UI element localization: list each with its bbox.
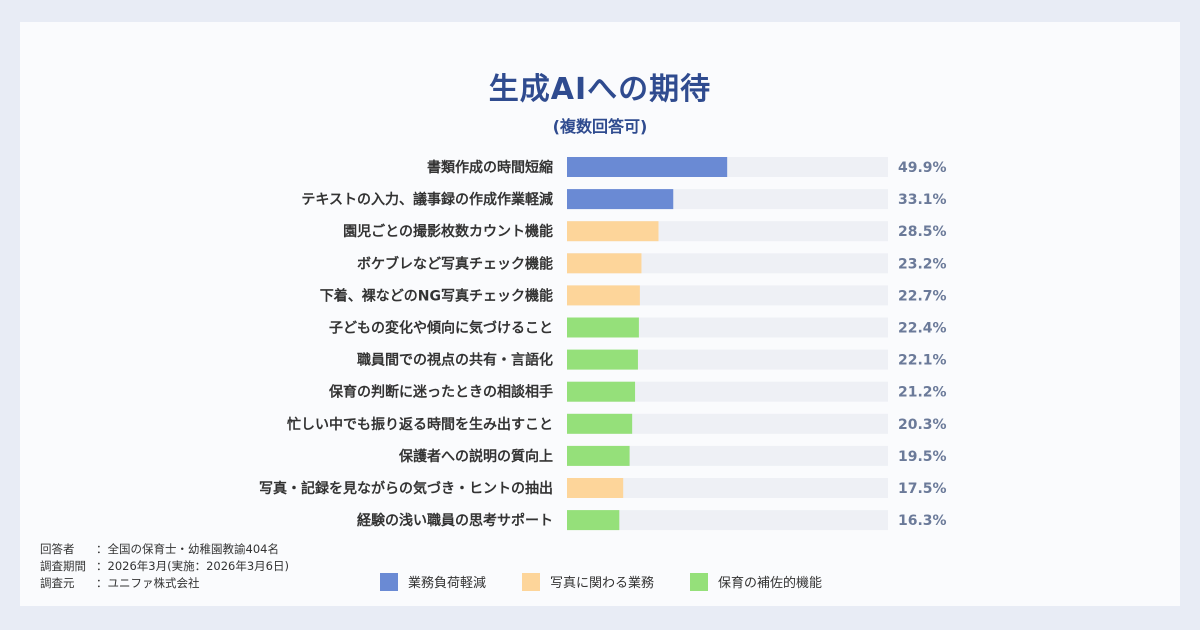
category-label: 保護者への説明の質向上 — [398, 448, 553, 465]
bar — [567, 349, 638, 370]
category-label: 忙しい中でも振り返る時間を生み出すこと — [287, 416, 553, 433]
bar-track — [567, 317, 888, 338]
bar-track — [567, 349, 888, 370]
chart-subtitle: (複数回答可) — [552, 117, 648, 136]
value-label: 19.5% — [898, 449, 947, 465]
chart-legend: 業務負荷軽減 写真に関わる業務 保育の補佐的機能 — [380, 572, 858, 591]
legend-swatch-workload — [380, 572, 398, 591]
footnote-period: 調査期間 ：2026年3月(実施：2026年3月6日) — [40, 559, 289, 573]
legend-item-photo: 写真に関わる業務 — [522, 572, 654, 591]
category-label: 子どもの変化や傾向に気づけること — [329, 320, 553, 337]
bar — [567, 317, 639, 338]
bar-track — [567, 510, 888, 531]
value-label: 49.9% — [898, 160, 947, 176]
bar — [567, 478, 624, 498]
legend-swatch-photo — [522, 572, 541, 591]
value-label: 22.7% — [898, 288, 947, 304]
bar — [567, 253, 642, 274]
bar — [567, 285, 640, 306]
footnote-respondents: 回答者 ：全国の保育士・幼稚園教諭404名 — [40, 542, 279, 556]
legend-item-assist: 保育の補佐的機能 — [690, 572, 822, 591]
category-label: 職員間での視点の共有・言語化 — [357, 352, 553, 369]
value-label: 22.1% — [898, 353, 947, 369]
value-label: 17.5% — [898, 481, 947, 497]
bar — [567, 189, 674, 210]
bar — [567, 381, 636, 402]
bar — [567, 413, 633, 434]
bar — [567, 445, 630, 466]
category-label: 経験の浅い職員の思考サポート — [357, 512, 553, 529]
value-label: 28.5% — [898, 224, 947, 240]
category-label: 園児ごとの撮影枚数カウント機能 — [343, 223, 553, 240]
category-label: 写真・記録を見ながらの気づき・ヒントの抽出 — [259, 480, 553, 497]
category-label: 書類作成の時間短縮 — [427, 159, 553, 176]
category-label: ボケブレなど写真チェック機能 — [357, 255, 553, 272]
category-label: 下着、裸などのNG写真チェック機能 — [320, 287, 553, 304]
value-label: 21.2% — [898, 385, 947, 401]
bar-track — [567, 413, 888, 434]
bar-track — [567, 381, 888, 402]
value-label: 16.3% — [898, 513, 947, 529]
value-label: 20.3% — [898, 417, 947, 433]
value-label: 22.4% — [898, 321, 947, 337]
legend-swatch-assist — [690, 572, 709, 591]
bar — [567, 221, 659, 242]
chart-card — [20, 22, 1180, 606]
footnote-source: 調査元 ：ユニファ株式会社 — [40, 576, 200, 590]
bar-track — [567, 445, 888, 466]
legend-item-workload: 業務負荷軽減 — [380, 572, 486, 591]
category-label: テキストの入力、議事録の作成作業軽減 — [301, 191, 553, 208]
bar — [567, 157, 728, 177]
value-label: 23.2% — [898, 256, 947, 272]
bar-track — [567, 478, 888, 498]
category-label: 保育の判断に迷ったときの相談相手 — [328, 384, 553, 401]
survey-footnote: 回答者 ：全国の保育士・幼稚園教諭404名 調査期間 ：2026年3月(実施：20… — [40, 541, 289, 592]
bar — [567, 510, 620, 531]
bar-track — [567, 285, 888, 306]
bar-track — [567, 253, 888, 274]
chart-title: 生成AIへの期待 — [488, 72, 712, 107]
value-label: 33.1% — [898, 192, 947, 208]
